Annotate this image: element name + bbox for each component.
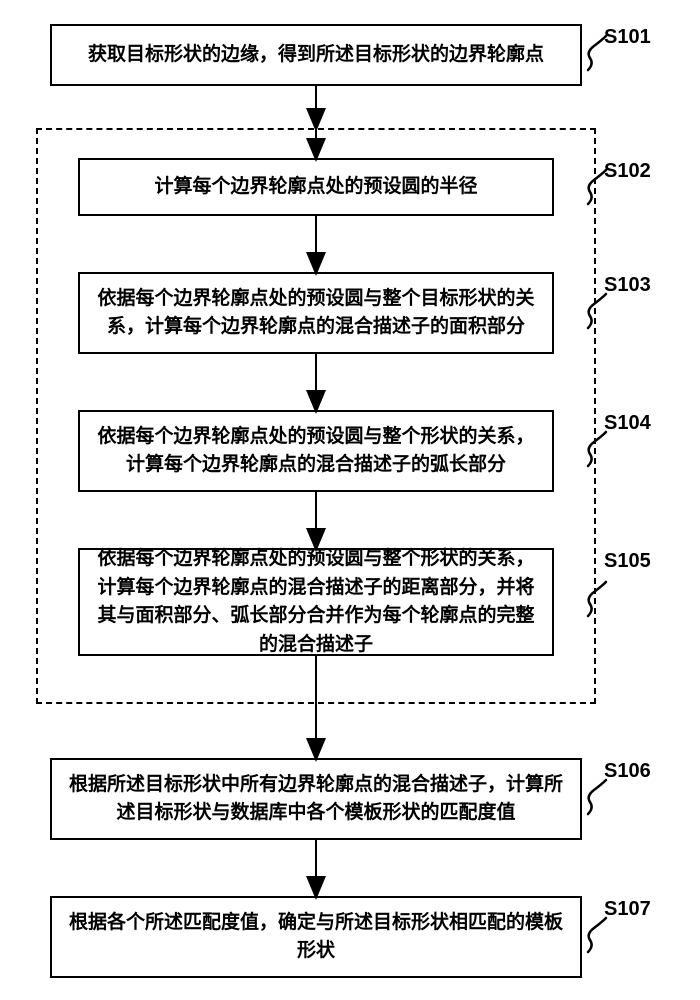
step-label-s106: S106 — [604, 760, 651, 783]
step-s107: 根据各个所述匹配度值，确定与所述目标形状相匹配的模板形状 — [50, 896, 582, 978]
step-label-s102: S102 — [604, 160, 651, 183]
step-label-s107: S107 — [604, 898, 651, 921]
step-s103: 依据每个边界轮廓点处的预设圆与整个目标形状的关系，计算每个边界轮廓点的混合描述子… — [78, 272, 554, 354]
step-text: 获取目标形状的边缘，得到所述目标形状的边界轮廓点 — [88, 41, 544, 70]
step-s102: 计算每个边界轮廓点处的预设圆的半径 — [78, 158, 554, 216]
step-label-s104: S104 — [604, 412, 651, 435]
flowchart-canvas: 获取目标形状的边缘，得到所述目标形状的边界轮廓点 计算每个边界轮廓点处的预设圆的… — [0, 0, 700, 1000]
step-label-s103: S103 — [604, 274, 651, 297]
step-s105: 依据每个边界轮廓点处的预设圆与整个形状的关系，计算每个边界轮廓点的混合描述子的距… — [78, 548, 554, 656]
step-s101: 获取目标形状的边缘，得到所述目标形状的边界轮廓点 — [50, 24, 582, 86]
step-text: 根据所述目标形状中所有边界轮廓点的混合描述子，计算所述目标形状与数据库中各个模板… — [66, 771, 566, 828]
step-label-s101: S101 — [604, 26, 651, 49]
step-s106: 根据所述目标形状中所有边界轮廓点的混合描述子，计算所述目标形状与数据库中各个模板… — [50, 758, 582, 840]
step-s104: 依据每个边界轮廓点处的预设圆与整个形状的关系，计算每个边界轮廓点的混合描述子的弧… — [78, 410, 554, 492]
step-label-s105: S105 — [604, 550, 651, 573]
step-text: 依据每个边界轮廓点处的预设圆与整个目标形状的关系，计算每个边界轮廓点的混合描述子… — [94, 285, 538, 342]
step-text: 依据每个边界轮廓点处的预设圆与整个形状的关系，计算每个边界轮廓点的混合描述子的距… — [94, 545, 538, 659]
step-text: 依据每个边界轮廓点处的预设圆与整个形状的关系，计算每个边界轮廓点的混合描述子的弧… — [94, 423, 538, 480]
step-text: 根据各个所述匹配度值，确定与所述目标形状相匹配的模板形状 — [66, 909, 566, 966]
step-text: 计算每个边界轮廓点处的预设圆的半径 — [154, 173, 477, 202]
